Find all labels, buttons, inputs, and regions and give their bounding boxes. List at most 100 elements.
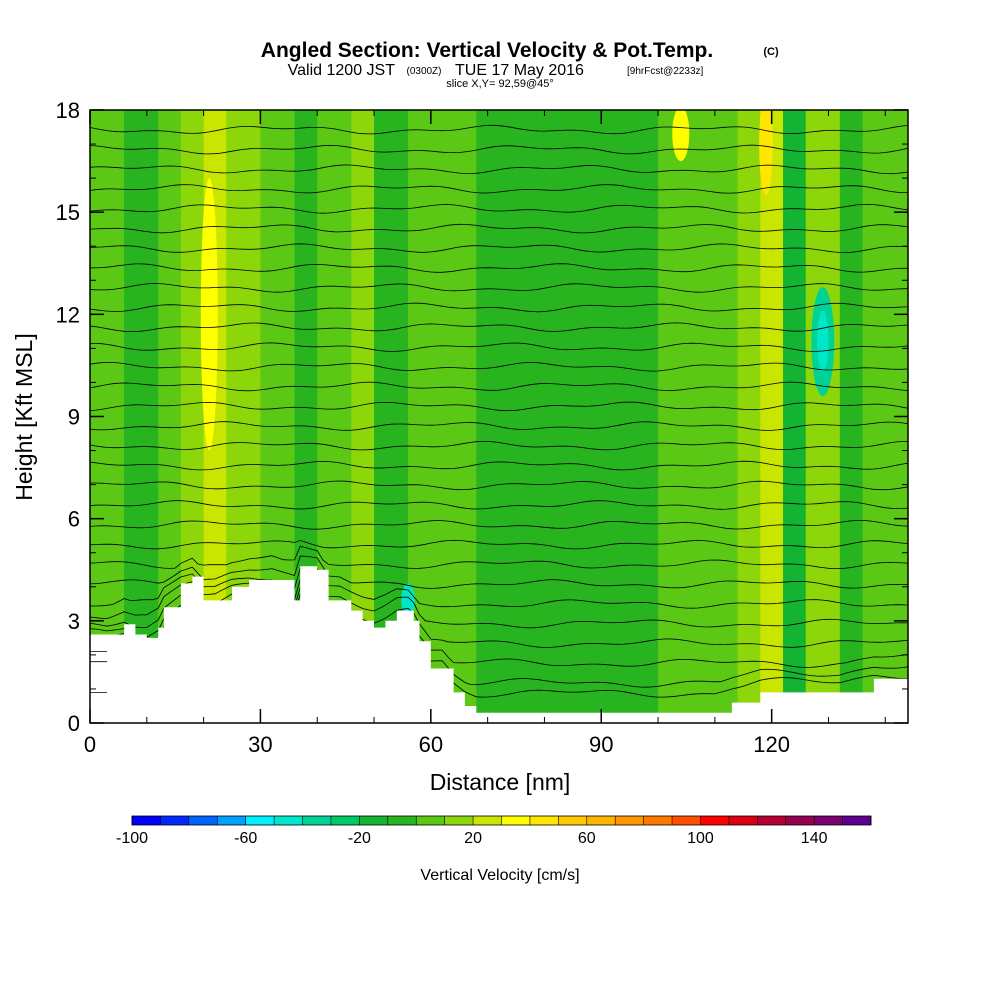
velocity-feature-3 [200, 178, 218, 451]
y-tick-label: 3 [68, 609, 80, 634]
isentrope-15 [90, 401, 908, 412]
isentrope-23 [90, 243, 908, 254]
isentrope-11 [90, 480, 908, 491]
x-tick-label: 0 [84, 732, 96, 757]
isentrope-14 [90, 421, 908, 431]
slice-info: slice X,Y= 92,59@45° [446, 78, 554, 90]
velocity-band-20 [805, 110, 841, 723]
colorbar-swatch [586, 816, 616, 825]
isentrope-10 [90, 500, 908, 510]
x-axis-label: Distance [nm] [430, 769, 571, 795]
velocity-feature-1 [817, 310, 829, 373]
colorbar-swatch [444, 816, 474, 825]
isentrope-20 [90, 302, 908, 313]
x-axis-ticks: 0 30 60 90 120 [84, 110, 886, 757]
forecast-info: [9hrFcst@2233z] [627, 66, 704, 77]
velocity-band-9 [351, 110, 375, 723]
colorbar: -100 -60 -20 20 60 100 140 [116, 815, 872, 847]
chart-title: Angled Section: Vertical Velocity & Pot.… [261, 39, 713, 62]
chart-title-unit: (C) [763, 46, 779, 58]
velocity-band-18 [760, 110, 784, 723]
isentrope-16 [90, 381, 908, 392]
colorbar-tick-label: 60 [578, 830, 596, 847]
y-tick-label: 9 [68, 405, 80, 430]
plot-area [90, 110, 908, 723]
colorbar-tick-label: -100 [116, 830, 148, 847]
isentrope-19 [90, 322, 908, 332]
velocity-band-13 [476, 110, 602, 723]
colorbar-swatch [245, 816, 275, 825]
colorbar-tick-label: 20 [464, 830, 482, 847]
velocity-band-17 [737, 110, 761, 723]
colorbar-tick-label: 140 [801, 830, 828, 847]
velocity-band-3 [180, 110, 205, 723]
isentrope-8 [90, 539, 908, 550]
isentrope-24 [90, 223, 908, 234]
y-axis-ticks: 0 3 6 9 12 15 18 [56, 98, 908, 736]
colorbar-swatch [387, 816, 417, 825]
y-tick-label: 18 [56, 98, 80, 123]
velocity-band-15 [658, 110, 704, 723]
colorbar-swatch [728, 816, 758, 825]
colorbar-swatch [757, 816, 787, 825]
colorbar-swatch [132, 816, 161, 825]
isentrope-26 [90, 184, 908, 194]
isentrope-3 [90, 587, 908, 648]
isentrope-5 [90, 568, 908, 609]
valid-time-prefix: Valid 1200 JST [288, 62, 396, 79]
colorbar-swatch [529, 816, 559, 825]
colorbar-swatch [330, 816, 360, 825]
colorbar-swatch [501, 816, 531, 825]
colorbar-swatch [473, 816, 502, 825]
colorbar-swatch [274, 816, 303, 825]
isentrope-9 [90, 520, 908, 530]
colorbar-swatch [615, 816, 644, 825]
isentrope-6 [90, 555, 908, 589]
velocity-band-14 [601, 110, 659, 723]
colorbar-tick-label: -60 [234, 830, 257, 847]
isentrope-4 [90, 579, 908, 629]
velocity-band-1 [124, 110, 159, 723]
colorbar-swatch [416, 816, 445, 825]
velocity-feature-4 [759, 110, 773, 196]
isentrope-21 [90, 283, 908, 293]
colorbar-swatch [188, 816, 218, 825]
velocity-band-16 [703, 110, 739, 723]
isentrope-18 [90, 342, 908, 352]
velocity-band-21 [839, 110, 864, 723]
y-tick-label: 12 [56, 302, 80, 327]
colorbar-label: Vertical Velocity [cm/s] [420, 867, 579, 884]
colorbar-swatch [842, 816, 872, 825]
y-tick-label: 15 [56, 200, 80, 225]
colorbar-swatch [814, 816, 843, 825]
colorbar-swatch [700, 816, 730, 825]
isentrope-27 [90, 164, 908, 175]
isentrope-12 [90, 460, 908, 471]
isentrope-25 [90, 203, 908, 214]
velocity-band-2 [158, 110, 182, 723]
velocity-band-12 [442, 110, 477, 723]
terrain-reference-lines [90, 651, 108, 693]
valid-time-date: TUE 17 May 2016 [455, 62, 584, 79]
valid-time-utc: (0300Z) [406, 66, 441, 77]
terrain-mask [90, 566, 908, 723]
velocity-band-19 [783, 110, 807, 723]
isentrope-28 [90, 144, 908, 155]
colorbar-swatch [160, 816, 190, 825]
colorbar-swatch [785, 816, 815, 825]
isentrope-17 [90, 362, 908, 372]
colorbar-tick-label: -20 [348, 830, 371, 847]
isentrope-29 [90, 124, 908, 135]
x-tick-label: 90 [589, 732, 613, 757]
colorbar-swatch [302, 816, 332, 825]
velocity-feature-5 [672, 110, 690, 162]
colorbar-swatch [217, 816, 246, 825]
x-tick-label: 30 [248, 732, 272, 757]
isentrope-22 [90, 263, 908, 273]
colorbar-swatch [672, 816, 701, 825]
colorbar-swatch [359, 816, 389, 825]
isentrope-13 [90, 441, 908, 451]
isentrope-7 [90, 545, 908, 569]
y-tick-label: 6 [68, 507, 80, 532]
x-tick-label: 120 [753, 732, 790, 757]
